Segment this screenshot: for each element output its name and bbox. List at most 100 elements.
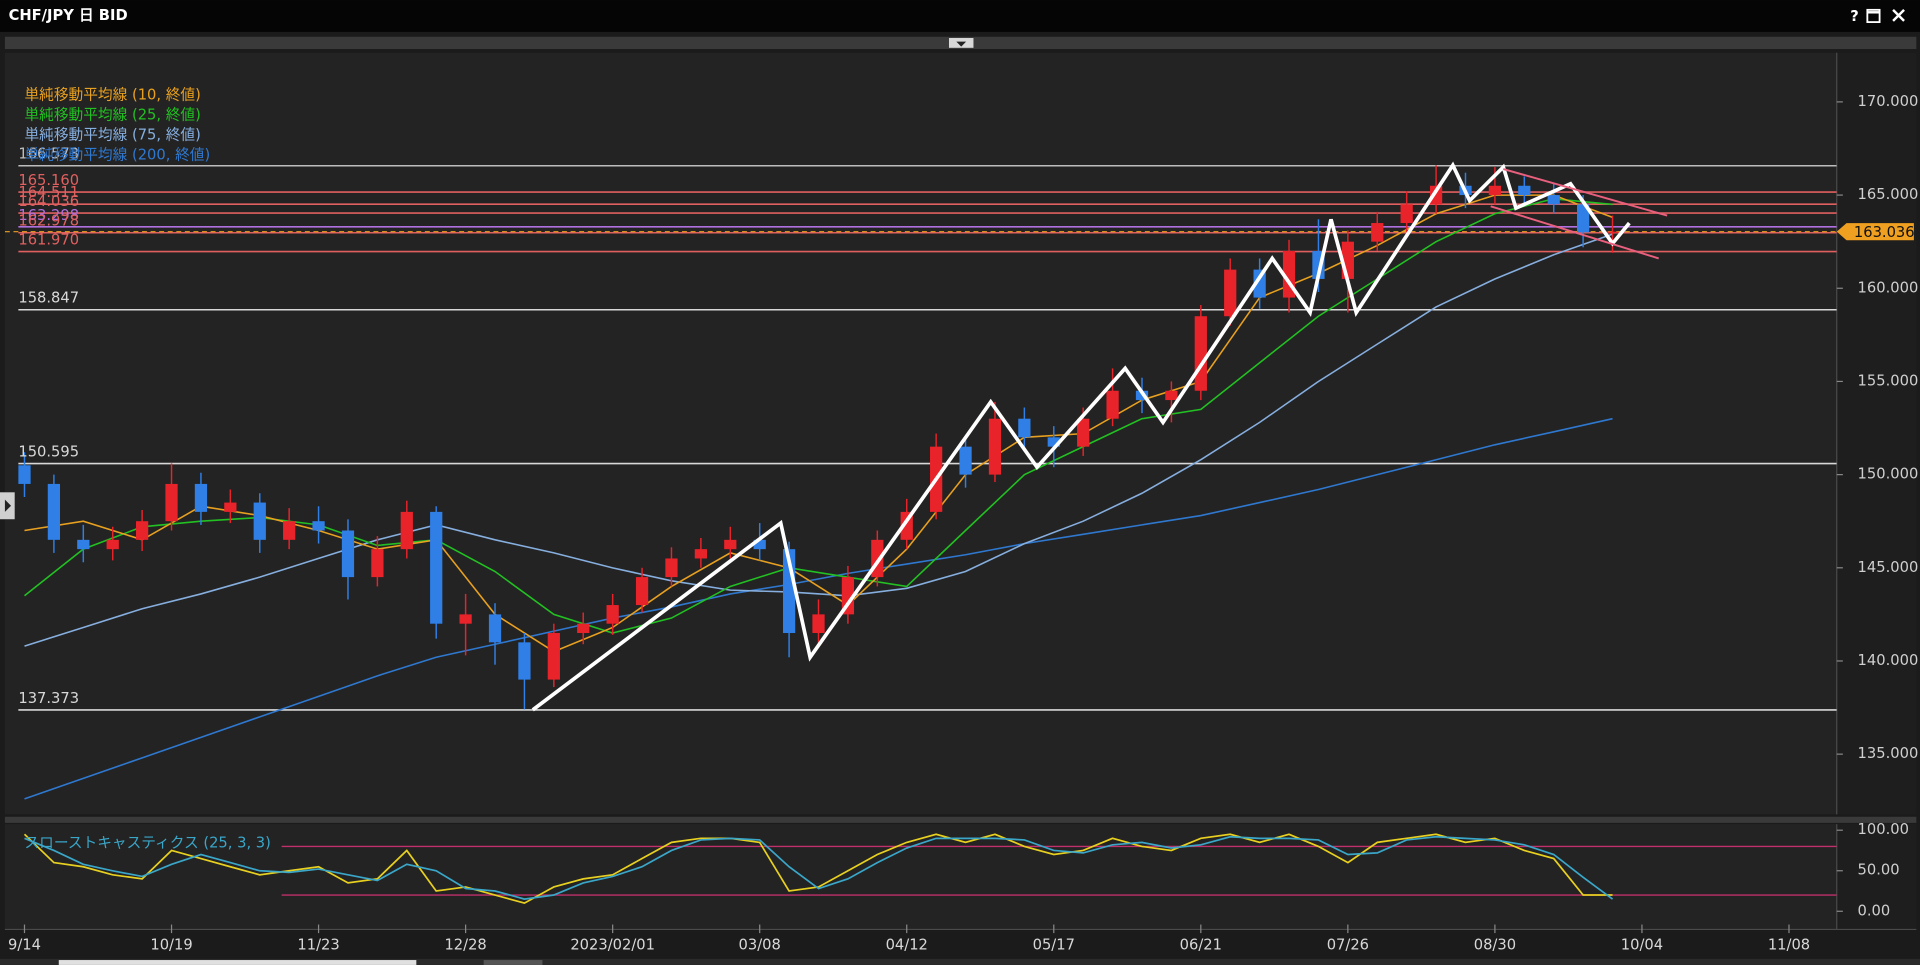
- trend-line: [531, 161, 1631, 712]
- level-label: 158.847: [18, 290, 79, 307]
- labels: 135.000 140.000 145.000 150.000 155.000 160.0…: [8, 87, 1918, 954]
- candle-body: [606, 605, 619, 624]
- candle-body: [400, 511, 413, 550]
- candle-body: [430, 511, 443, 624]
- candle-body: [812, 614, 825, 634]
- level-label: 163.298: [18, 207, 79, 224]
- close-button[interactable]: [1892, 8, 1905, 22]
- y-tick-label: 155.000: [1858, 372, 1919, 389]
- x-tick-label: 11/23: [297, 936, 339, 953]
- candle-body: [1253, 269, 1266, 298]
- candle-body: [988, 418, 1002, 475]
- y-tick-label: 145.000: [1858, 559, 1919, 576]
- level-label: 161.970: [18, 232, 79, 249]
- moving-average: [24, 233, 1613, 647]
- candle-body: [1606, 231, 1619, 233]
- level-label: 166.573: [18, 146, 79, 163]
- candle-body: [959, 446, 972, 475]
- y-tick-label: 100.00: [1858, 821, 1909, 838]
- x-tick-label: 03/08: [739, 936, 781, 953]
- x-tick-label: 11/08: [1768, 936, 1810, 953]
- candle-body: [1106, 390, 1119, 419]
- candle-body: [459, 614, 472, 624]
- legend-entry: 単純移動平均線 (10, 終値): [24, 87, 200, 104]
- candle-body: [488, 614, 502, 643]
- candle-body: [18, 465, 31, 484]
- level-label: 137.373: [18, 690, 79, 707]
- candle-body: [194, 483, 208, 512]
- candle-body: [1018, 418, 1031, 438]
- legend-entry: 単純移動平均線 (200, 終値): [24, 146, 210, 163]
- scrollbar-thumb[interactable]: [58, 960, 417, 965]
- help-button[interactable]: ?: [1850, 8, 1859, 25]
- candle-body: [753, 539, 766, 550]
- trend-line: [1503, 168, 1668, 217]
- y-tick-label: 150.000: [1858, 466, 1919, 483]
- legend-entry: 単純移動平均線 (25, 終値): [24, 107, 200, 124]
- candle-body: [1577, 204, 1590, 233]
- candle-body: [724, 539, 737, 550]
- scrollbar-track: [0, 958, 1920, 965]
- candle-body: [1488, 185, 1502, 196]
- maximize-button[interactable]: [1866, 8, 1881, 24]
- price-plot: [4, 161, 1837, 800]
- last-price-tag: [1836, 223, 1914, 241]
- panel-separator: [4, 816, 1917, 823]
- candle-body: [1165, 390, 1178, 401]
- candle-body: [77, 539, 90, 550]
- candle-body: [635, 577, 649, 606]
- indicator-title: スローストキャスティクス (25, 3, 3): [24, 835, 270, 852]
- y-tick-label: 170.000: [1858, 93, 1919, 110]
- candle-body: [694, 549, 708, 559]
- x-tick-label: 07/26: [1327, 936, 1369, 953]
- candle-body: [224, 502, 237, 512]
- candle-body: [1518, 185, 1531, 196]
- x-tick-label: 10/19: [150, 936, 192, 953]
- level-label: 165.160: [18, 172, 79, 189]
- candle-body: [1400, 204, 1413, 224]
- candle-body: [136, 521, 149, 540]
- candle-body: [371, 549, 384, 578]
- candle-body: [106, 539, 119, 550]
- candle-body: [1371, 223, 1384, 242]
- x-tick-label: 9/14: [8, 936, 41, 953]
- moving-average: [24, 417, 1613, 800]
- candle-body: [1047, 437, 1060, 447]
- x-tick-label: 06/21: [1180, 936, 1222, 953]
- title-bar: [0, 0, 1920, 32]
- level-label: 164.511: [18, 184, 79, 201]
- y-tick-label: 140.000: [1858, 652, 1919, 669]
- stochastic-panel: [4, 824, 1837, 930]
- legend-entry: 単純移動平均線 (75, 終値): [24, 126, 200, 143]
- candle-body: [312, 521, 325, 531]
- candle-body: [577, 623, 590, 634]
- y-tick-label: 165.000: [1858, 186, 1919, 203]
- x-tick-label: 12/28: [444, 936, 486, 953]
- candle-body: [1547, 195, 1560, 205]
- candle-body: [47, 483, 61, 540]
- candle-body: [547, 633, 560, 680]
- side-panel-arrow: [4, 499, 12, 512]
- stochastic-plot: [23, 833, 1837, 905]
- candle-body: [665, 558, 678, 578]
- candle-body: [518, 642, 531, 680]
- candle-body: [1077, 418, 1090, 447]
- last-price-label: 163.036: [1854, 224, 1915, 241]
- x-tick-label: 10/04: [1621, 936, 1663, 953]
- stochastic-axis-area: [1836, 824, 1917, 930]
- window-title: CHF/JPY 日 BID: [9, 7, 128, 24]
- indicator-line: [23, 833, 1613, 905]
- candle-body: [283, 521, 296, 540]
- y-tick-label: 50.00: [1858, 862, 1900, 879]
- price-panel: [4, 52, 1837, 815]
- indicator-line: [24, 835, 1614, 900]
- x-tick-label: 08/30: [1474, 936, 1516, 953]
- toolbar-toggle-arrow: [956, 41, 967, 47]
- candle-body: [253, 502, 266, 540]
- price-axis-area: [1836, 52, 1917, 815]
- candle-body: [165, 483, 178, 522]
- candle-body: [1224, 269, 1237, 317]
- candle-body: [1194, 316, 1207, 391]
